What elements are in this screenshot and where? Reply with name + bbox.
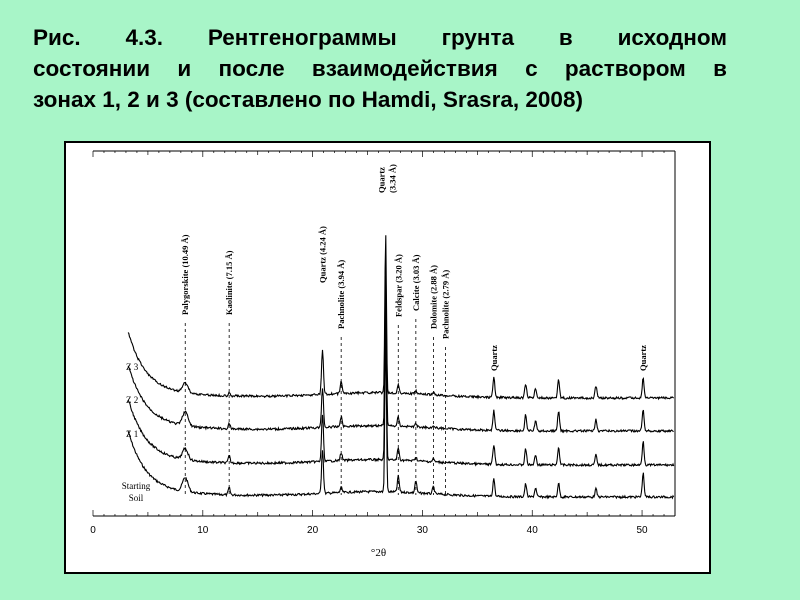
peak-label: Palygorskite (10.49 Å) bbox=[180, 234, 190, 315]
x-tick-label: 50 bbox=[636, 525, 648, 536]
caption-line-3: зонах 1, 2 и 3 (составлено по Hamdi, Sra… bbox=[33, 87, 583, 112]
peak-label: Calcite (3.03 Å) bbox=[411, 254, 421, 311]
series-label: Soil bbox=[129, 493, 144, 503]
trace-z-2 bbox=[127, 267, 674, 434]
peak-label: Quartz bbox=[489, 345, 499, 371]
peak-label: Dolomite (2.88 Å) bbox=[428, 265, 438, 329]
peak-label: Feldspar (3.20 Å) bbox=[393, 254, 403, 317]
peak-labels: Palygorskite (10.49 Å) Kaolinite (7.15 Å)… bbox=[180, 164, 648, 371]
x-tick-label: 10 bbox=[197, 525, 209, 536]
series-label: Starting bbox=[122, 481, 151, 491]
caption-line-2: состоянии и после взаимодействия с раств… bbox=[33, 56, 727, 81]
peak-label: Kaolinite (7.15 Å) bbox=[224, 250, 234, 315]
x-tick-label: 20 bbox=[307, 525, 319, 536]
x-tick-label: 40 bbox=[527, 525, 539, 536]
caption-line-1: Рис. 4.3. Рентгенограммы грунта в исходн… bbox=[33, 25, 727, 50]
series-label: Z 1 bbox=[126, 429, 138, 439]
peak-label: Pachnolite (3.94 Å) bbox=[336, 260, 346, 329]
trace-z-1 bbox=[127, 300, 675, 468]
chart-axes: 0 10 20 30 40 50 °2θ bbox=[90, 150, 676, 559]
x-tick-label: 30 bbox=[417, 525, 429, 536]
xrd-chart: 0 10 20 30 40 50 °2θ Starting Soil Z 1 Z 2 Z 3 Pal… bbox=[90, 150, 676, 559]
peak-reference-lines bbox=[184, 319, 446, 495]
peak-label: Quartz bbox=[638, 345, 648, 371]
trace-starting-soil bbox=[127, 334, 675, 500]
x-axis-label: °2θ bbox=[371, 547, 386, 559]
chart-frame: 0 10 20 30 40 50 °2θ Starting Soil Z 1 Z 2 Z 3 Pal… bbox=[64, 141, 711, 574]
peak-label: Quartz bbox=[377, 167, 387, 193]
trace-z-3 bbox=[127, 235, 675, 401]
diffraction-traces: Starting Soil Z 1 Z 2 Z 3 bbox=[122, 235, 675, 503]
series-label: Z 3 bbox=[126, 362, 139, 372]
peak-label: Quartz (4.24 Å) bbox=[318, 226, 328, 283]
peak-label: Pachnolite (2.79 Å) bbox=[440, 270, 450, 339]
figure-caption: Рис. 4.3. Рентгенограммы грунта в исходн… bbox=[33, 22, 727, 115]
x-tick-label: 0 bbox=[90, 525, 96, 536]
series-label: Z 2 bbox=[126, 395, 138, 405]
peak-label: (3.34 Å) bbox=[388, 164, 398, 193]
